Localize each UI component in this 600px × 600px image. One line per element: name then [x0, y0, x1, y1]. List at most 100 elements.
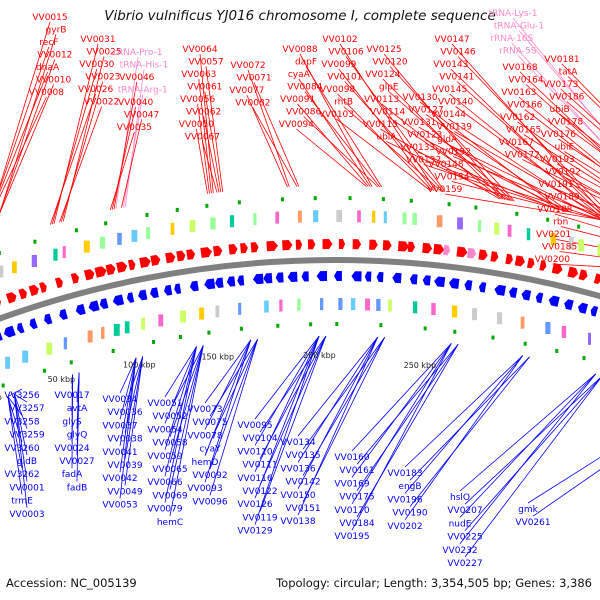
- bottom-gene-label: gmk: [518, 505, 538, 515]
- reverse-gene-arrow: [422, 275, 431, 286]
- reverse-gene-arrow: [174, 283, 182, 294]
- marker-inner: [1, 383, 5, 388]
- marker-outer: [33, 239, 37, 244]
- bottom-gene-label: VV0170: [334, 506, 369, 516]
- cog-box-outer: [371, 210, 376, 223]
- forward-gene-arrow: [478, 249, 488, 261]
- reverse-gene-arrow: [521, 289, 532, 301]
- bottom-gene-label: trmE: [11, 497, 33, 507]
- top-connector: [0, 59, 56, 213]
- top-gene-label: VV0166: [507, 101, 542, 111]
- reverse-gene-arrow: [275, 272, 284, 283]
- reverse-gene-arrow: [204, 278, 216, 290]
- top-connector: [450, 68, 600, 214]
- bottom-connector: [164, 346, 197, 503]
- forward-gene-arrow: [186, 249, 196, 260]
- top-connector: [59, 106, 102, 223]
- top-gene-label: VV0103: [319, 110, 354, 120]
- top-connector: [303, 116, 379, 188]
- cog-box-outer: [436, 215, 443, 228]
- top-connector: [425, 114, 571, 213]
- top-gene-label: VV0025: [86, 48, 121, 58]
- top-connector: [511, 42, 600, 141]
- top-connector: [247, 69, 290, 188]
- reverse-gene-arrow: [126, 292, 135, 303]
- top-connector: [519, 71, 600, 149]
- bottom-connector: [254, 335, 320, 446]
- forward-gene-arrow: [338, 239, 346, 250]
- top-gene-label: VV0140: [438, 98, 473, 108]
- cog-box-outer: [297, 210, 302, 223]
- bottom-connector: [464, 377, 600, 531]
- top-connector: [204, 91, 222, 193]
- top-gene-label: tRNA-Pro-1: [113, 48, 162, 58]
- top-connector: [121, 119, 142, 208]
- top-gene-label: tRNA-Arg-1: [118, 86, 168, 96]
- top-connector: [451, 181, 600, 221]
- reverse-gene-arrow: [112, 294, 125, 306]
- bottom-gene-label: VV0119: [242, 513, 277, 523]
- cog-box-inner: [63, 337, 67, 350]
- bottom-gene-label: VV3259: [9, 431, 44, 441]
- top-connector: [559, 251, 600, 258]
- cog-box-outer: [494, 222, 500, 235]
- top-gene-label: VV0127: [408, 106, 443, 116]
- marker-outer: [74, 228, 78, 233]
- bottom-gene-label: VV0160: [334, 453, 369, 463]
- reverse-gene-arrow: [494, 284, 506, 296]
- bottom-gene-label: VV0058: [152, 439, 187, 449]
- top-connector: [197, 103, 210, 194]
- bottom-gene-label: VV0122: [242, 487, 277, 497]
- bottom-connector: [169, 345, 204, 516]
- forward-gene-arrow: [456, 246, 468, 258]
- reverse-gene-arrow: [226, 276, 236, 287]
- reverse-gene-arrow: [237, 275, 245, 286]
- forward-gene-arrow: [422, 242, 433, 254]
- top-gene-label: gyrB: [46, 26, 67, 36]
- top-gene-label: VV0086: [286, 108, 321, 118]
- top-gene-label: VV0131: [401, 118, 436, 128]
- cog-box-outer: [477, 220, 482, 233]
- reverse-gene-arrow: [434, 276, 446, 288]
- forward-gene-arrow: [433, 243, 445, 255]
- marker-outer: [515, 211, 519, 216]
- bottom-gene-label: VV0034: [102, 395, 137, 405]
- forward-gene-arrow: [505, 253, 513, 265]
- map-title: Vibrio vulnificus YJ016 chromosome I, co…: [104, 8, 496, 24]
- top-gene-label: VV0088: [282, 45, 317, 55]
- top-gene-label: VV0071: [236, 74, 271, 84]
- top-connector: [456, 81, 600, 209]
- bottom-gene-label: VV0041: [102, 448, 137, 458]
- marker-outer: [381, 197, 385, 202]
- cog-box-outer: [597, 244, 600, 257]
- cog-box-outer: [526, 228, 531, 241]
- bottom-gene-label: VV0036: [107, 408, 142, 418]
- forward-gene-arrow: [165, 252, 176, 264]
- marker-outer: [205, 203, 209, 208]
- bottom-gene-label: VV0075: [192, 418, 227, 428]
- top-connector: [296, 128, 367, 187]
- cog-box-inner: [338, 298, 343, 311]
- bottom-gene-labels: VV3256 VV3257 VV3258 VV3259 VV3260 gidB VV3262…: [4, 391, 550, 569]
- bottom-connector: [204, 339, 252, 456]
- bottom-gene-label: cyaY: [199, 445, 221, 455]
- bottom-gene-label: VV0092: [192, 471, 227, 481]
- bottom-connector: [13, 394, 28, 508]
- reverse-gene-arrow: [334, 271, 342, 282]
- top-connector: [561, 201, 600, 217]
- bottom-gene-label: VV3258: [4, 417, 39, 427]
- cog-box-inner: [158, 314, 164, 327]
- bottom-gene-label: VV0207: [447, 506, 482, 516]
- top-gene-label: VV0147: [434, 35, 469, 45]
- forward-gene-arrow: [407, 241, 415, 252]
- marker-inner: [379, 323, 383, 328]
- bottom-connector: [209, 339, 258, 443]
- bottom-connector: [254, 336, 320, 525]
- top-connector: [457, 56, 600, 205]
- bottom-connector: [204, 339, 252, 404]
- top-connector: [305, 66, 383, 188]
- bottom-gene-label: VV0054: [147, 425, 182, 435]
- forward-gene-arrow: [176, 250, 186, 262]
- top-connector: [563, 176, 600, 196]
- top-gene-label: rhtB: [334, 98, 353, 108]
